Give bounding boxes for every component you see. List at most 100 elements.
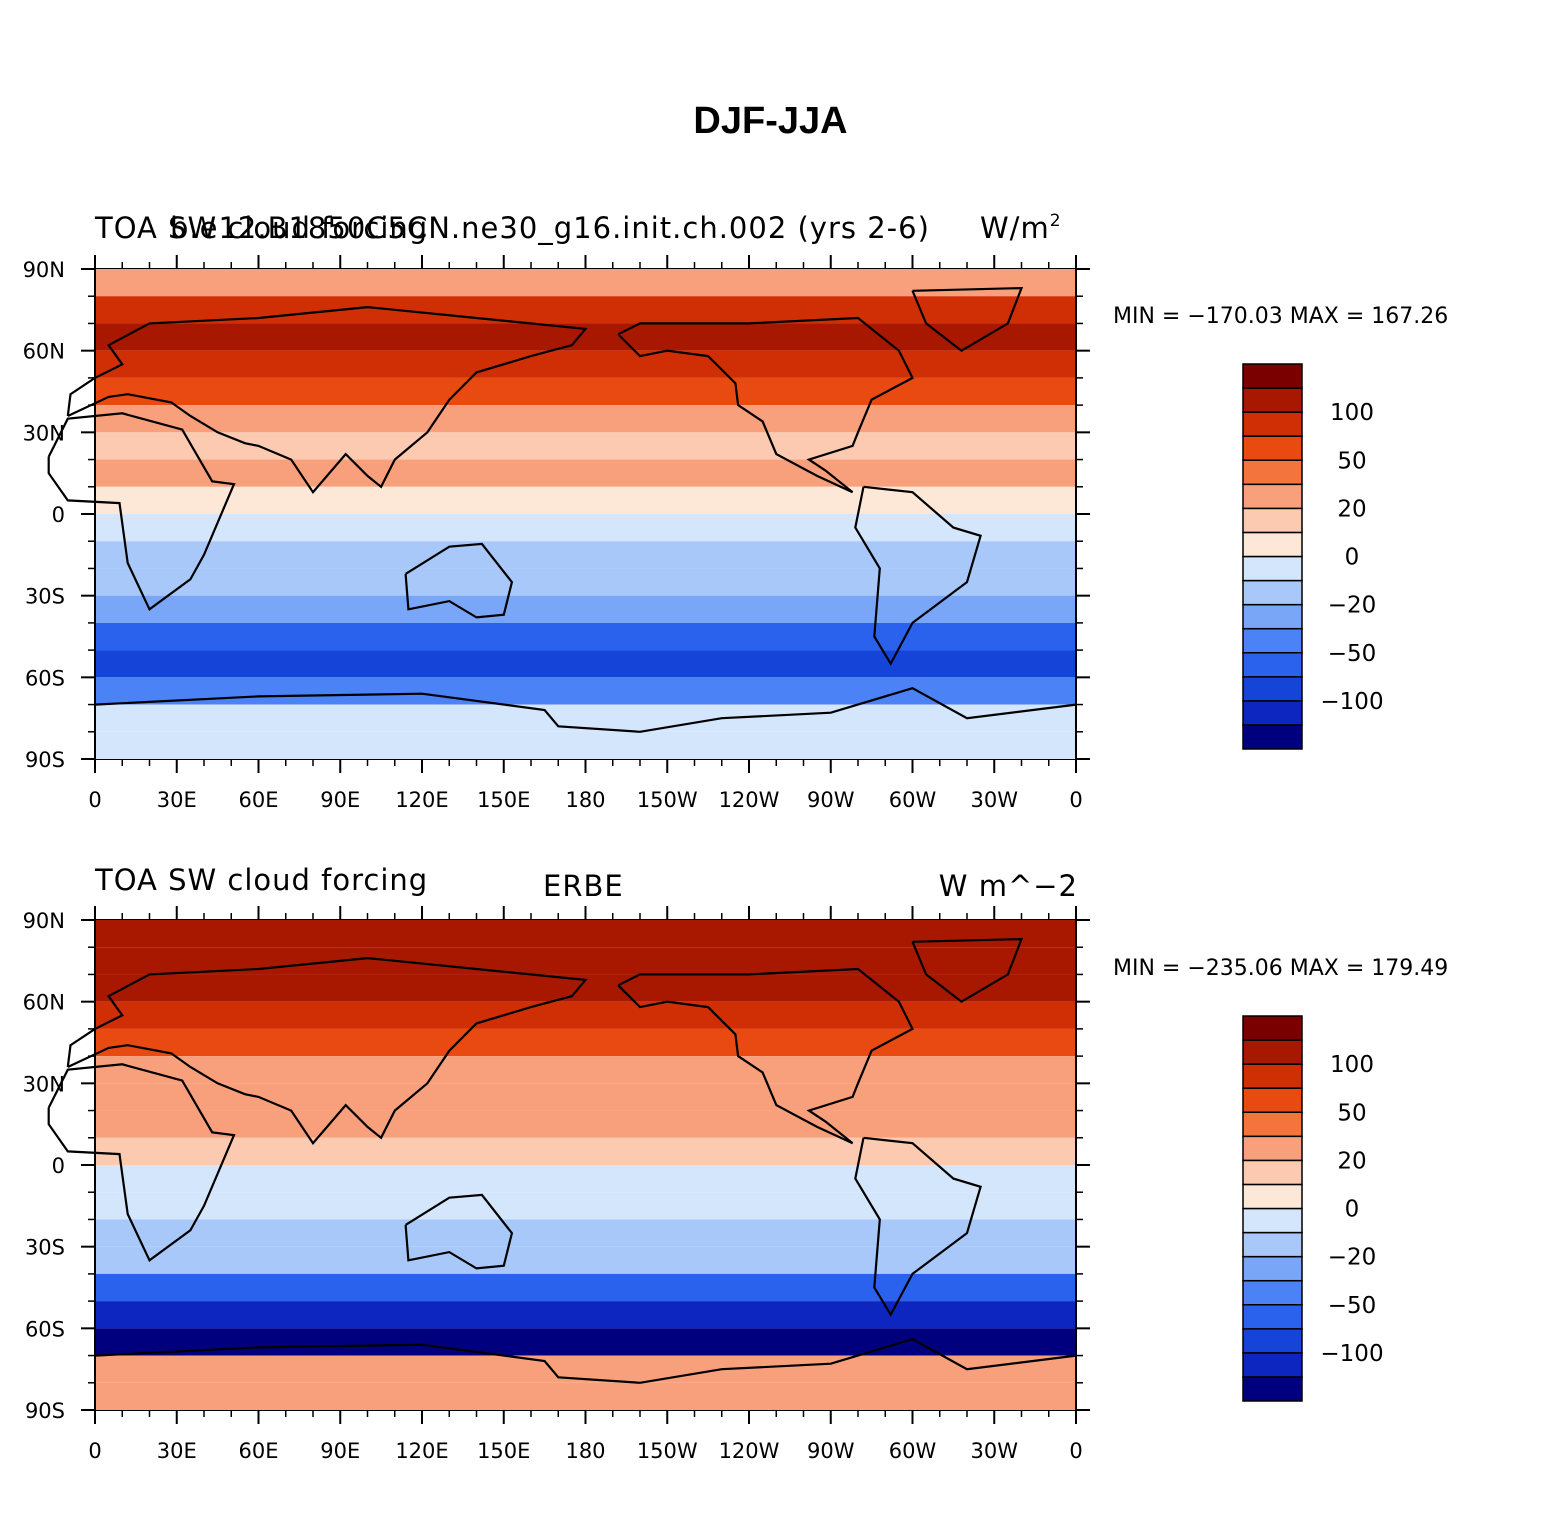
zonal-band (96, 1192, 1075, 1220)
colorbar: 100 50 20 0 −20 −50 −100 (1242, 363, 1384, 750)
colorbar-swatch (1242, 459, 1303, 486)
y-tick-label: 30S (25, 585, 65, 609)
colorbar-label: 0 (1345, 1197, 1360, 1223)
colorbar-swatch (1242, 700, 1303, 726)
zonal-band (96, 1219, 1075, 1247)
zonal-band (96, 1301, 1075, 1329)
x-tick-label: 120W (719, 1439, 780, 1463)
zonal-band (96, 1382, 1075, 1410)
figure-title: DJF-JJA (693, 100, 848, 142)
panel-units: W m^−2 (939, 869, 1078, 903)
panel-observations: 0 30E 60E 90E 120E 150E 180 150W 120W 90W 60W 30W 09… (23, 863, 1449, 1463)
zonal-bands (96, 920, 1075, 1410)
y-tick-label: 0 (52, 1154, 65, 1178)
colorbar-swatch (1242, 507, 1303, 534)
zonal-band (96, 1001, 1075, 1029)
x-tick-label: 60E (239, 788, 279, 812)
zonal-band (96, 920, 1075, 948)
zonal-band (96, 459, 1075, 487)
colorbar-swatch (1242, 531, 1303, 558)
x-tick-label: 0 (1069, 1439, 1082, 1463)
continent-outlines (47, 286, 1077, 733)
y-tick-label: 60S (25, 666, 65, 690)
antarctica-outline (94, 687, 1077, 733)
colorbar-swatch (1242, 579, 1303, 606)
colorbar-swatch (1242, 483, 1303, 510)
colorbar-swatch (1242, 1255, 1303, 1282)
zonal-band (96, 974, 1075, 1002)
zonal-band (96, 350, 1075, 378)
x-tick-label: 0 (88, 788, 101, 812)
zonal-band (96, 731, 1075, 759)
zonal-band (96, 514, 1075, 542)
colorbar-swatch (1242, 1304, 1303, 1330)
x-tick-label: 0 (88, 1439, 101, 1463)
axis-ticks: 0 30E 60E 90E 120E 150E 180 150W 120W 90W 60W 30W 09… (23, 255, 1090, 812)
x-tick-label: 60W (889, 788, 937, 812)
y-tick-label: 90S (25, 748, 65, 772)
zonal-band (96, 622, 1075, 651)
colorbar-label: −20 (1328, 1245, 1377, 1271)
australia-outline (404, 1193, 514, 1270)
zonal-band (96, 1328, 1075, 1356)
y-tick-label: 60N (23, 340, 65, 364)
zonal-band (96, 323, 1075, 351)
colorbar-label: 20 (1337, 1148, 1366, 1174)
x-tick-label: 120E (395, 788, 448, 812)
colorbar-swatch (1242, 1207, 1303, 1234)
x-tick-label: 0 (1069, 788, 1082, 812)
colorbar-swatch (1242, 724, 1303, 750)
zonal-band (96, 650, 1075, 678)
x-tick-label: 30W (971, 1439, 1019, 1463)
colorbar-swatch (1242, 435, 1303, 461)
y-tick-label: 30N (23, 421, 65, 445)
x-tick-label: 120E (395, 1439, 448, 1463)
colorbar-swatch (1242, 1352, 1303, 1378)
x-tick-label: 60E (239, 1439, 279, 1463)
axis-ticks: 0 30E 60E 90E 120E 150E 180 150W 120W 90W 60W 30W 09… (23, 906, 1090, 1463)
zonal-band (96, 486, 1075, 514)
colorbar-swatch (1242, 1376, 1303, 1402)
colorbar-swatch (1242, 627, 1303, 654)
units-text: W/m (980, 211, 1050, 245)
europe-asia-outline (66, 305, 588, 495)
greenland-outline (911, 937, 1024, 1004)
colorbar-swatch (1242, 652, 1303, 678)
zonal-band (96, 595, 1075, 623)
colorbar-swatch (1242, 1135, 1303, 1162)
y-tick-label: 90S (25, 1399, 65, 1423)
colorbar-swatch (1242, 676, 1303, 702)
panel-title-center: ERBE (543, 869, 624, 903)
greenland-outline (911, 286, 1024, 353)
panel-title-left: TOA SW cloud forcing (94, 863, 428, 897)
colorbar-swatch (1242, 1159, 1303, 1186)
colorbar-label: −50 (1328, 641, 1377, 667)
south-america-outline (854, 1136, 982, 1317)
x-tick-label: 30E (157, 788, 197, 812)
zonal-band (96, 1110, 1075, 1138)
zonal-band (96, 405, 1075, 433)
x-tick-label: 150E (477, 1439, 530, 1463)
colorbar-label: 50 (1337, 1100, 1366, 1126)
colorbar-label: 100 (1330, 400, 1374, 426)
colorbar-label: −20 (1328, 593, 1377, 619)
zonal-band (96, 1246, 1075, 1274)
min-max-label: MIN = −235.06 MAX = 179.49 (1113, 956, 1448, 981)
x-tick-label: 60W (889, 1439, 937, 1463)
africa-outline (47, 412, 236, 611)
zonal-band (96, 432, 1075, 460)
y-tick-label: 0 (52, 503, 65, 527)
colorbar-swatch (1242, 1039, 1303, 1065)
zonal-band (96, 1028, 1075, 1057)
zonal-band (96, 377, 1075, 406)
colorbar-swatch (1242, 1111, 1303, 1138)
panel-title-center: b.e12.B1850C5CN.ne30_g16.init.ch.002 (yr… (170, 211, 930, 245)
north-america-outline (617, 967, 914, 1145)
colorbar-swatch (1242, 1063, 1303, 1089)
zonal-band (96, 541, 1075, 569)
south-america-outline (854, 485, 982, 666)
zonal-band (96, 568, 1075, 596)
zonal-band (96, 1056, 1075, 1084)
colorbar-swatch (1242, 1015, 1303, 1041)
